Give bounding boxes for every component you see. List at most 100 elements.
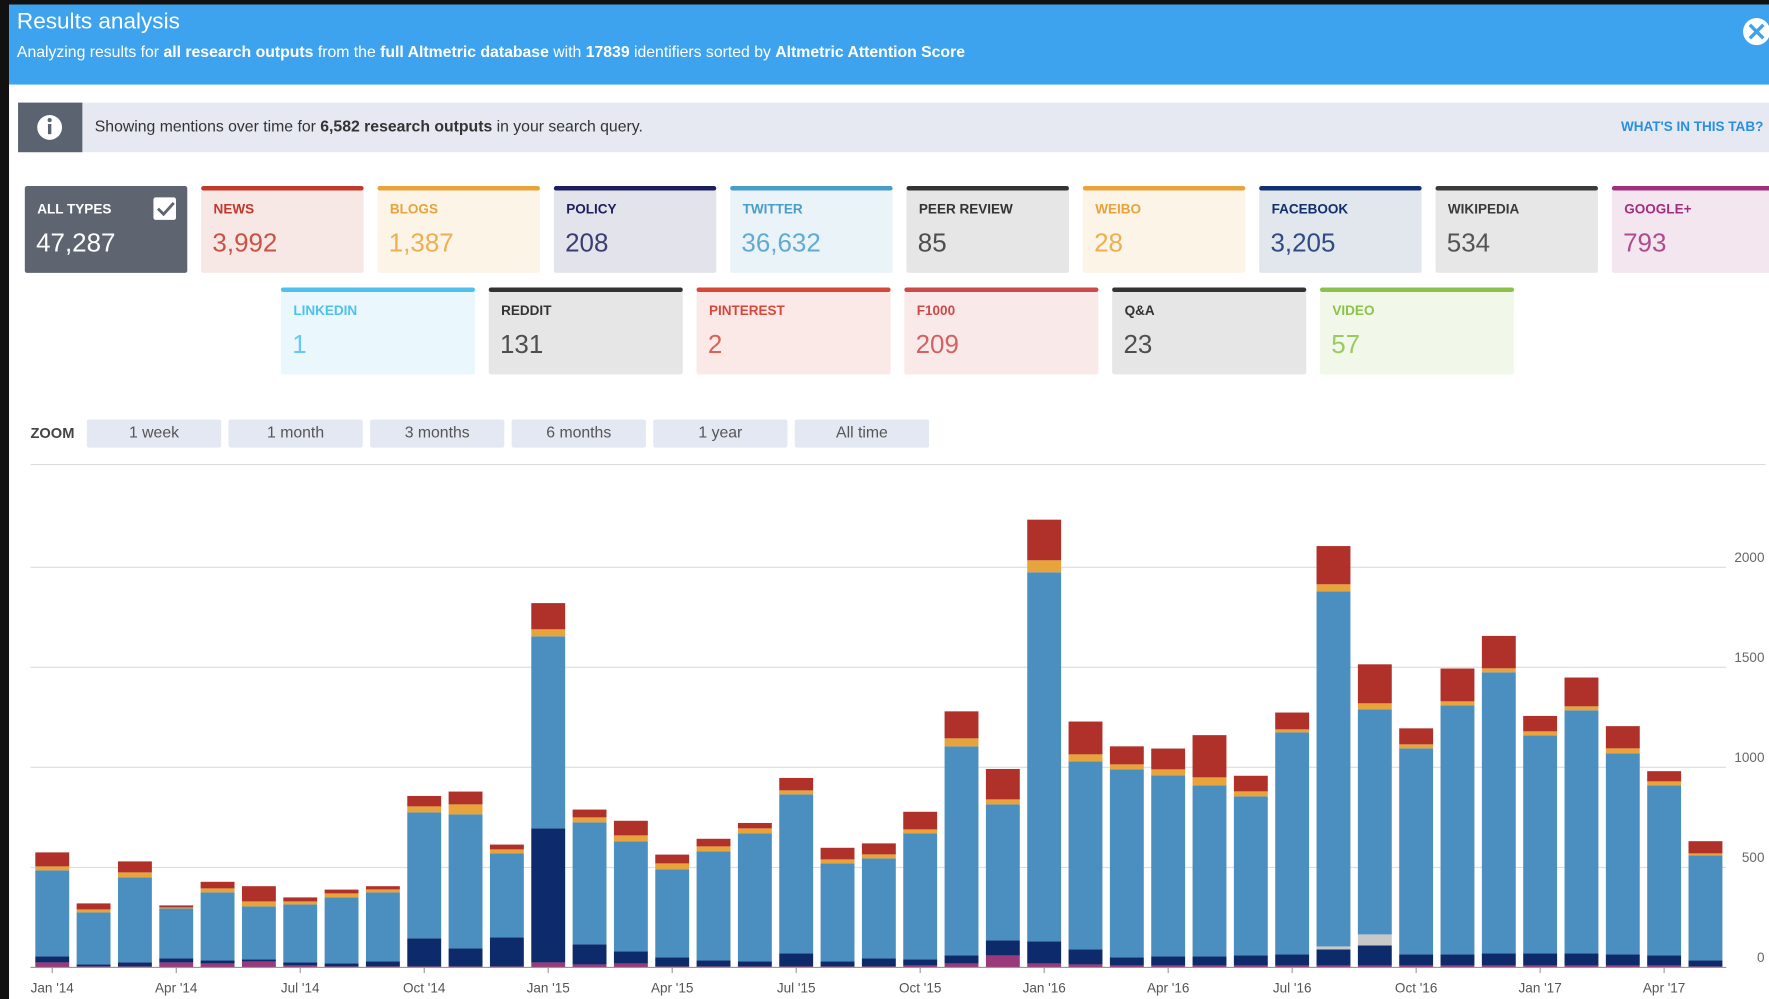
card-value[interactable]: 36,632: [741, 230, 820, 258]
card-label[interactable]: WIKIPEDIA: [1448, 201, 1520, 216]
zoom-button-bg[interactable]: [228, 419, 363, 448]
card-top-border[interactable]: [1611, 186, 1769, 191]
card-value[interactable]: 208: [565, 230, 608, 258]
card-label[interactable]: Q&A: [1125, 303, 1155, 318]
card-label[interactable]: FACEBOOK: [1272, 201, 1349, 216]
card-label[interactable]: LINKEDIN: [293, 303, 357, 318]
type-card[interactable]: WEIBO 28: [1082, 186, 1246, 273]
card-bg[interactable]: [1259, 186, 1422, 273]
card-value[interactable]: 23: [1123, 331, 1152, 359]
card-label[interactable]: TWITTER: [743, 201, 803, 216]
card-bg[interactable]: [696, 287, 891, 375]
zoom-button-label[interactable]: 1 year: [698, 425, 742, 442]
type-card[interactable]: NEWS 3,992: [201, 186, 364, 273]
card-value[interactable]: 57: [1331, 331, 1360, 359]
type-card[interactable]: PINTEREST 2: [696, 287, 891, 375]
zoom-button-label[interactable]: 1 week: [129, 425, 179, 442]
zoom-button-bg[interactable]: [86, 419, 222, 448]
type-card[interactable]: Q&A 23: [1112, 287, 1307, 375]
type-card[interactable]: GOOGLE+ 793: [1611, 186, 1769, 273]
card-top-border[interactable]: [696, 287, 891, 293]
card-bg[interactable]: [730, 186, 893, 273]
zoom-button-bg[interactable]: [511, 419, 646, 448]
zoom-button[interactable]: 1 month: [228, 419, 363, 448]
zoom-button-label[interactable]: 1 month: [267, 425, 324, 442]
card-top-border[interactable]: [488, 287, 683, 293]
card-label[interactable]: F1000: [917, 303, 955, 318]
card-bg[interactable]: [904, 287, 1099, 375]
type-card[interactable]: FACEBOOK 3,205: [1259, 186, 1422, 273]
card-bg[interactable]: [1611, 186, 1769, 273]
close-icon[interactable]: [1748, 23, 1765, 40]
type-card[interactable]: LINKEDIN 1: [280, 287, 475, 375]
card-bg[interactable]: [1112, 287, 1307, 375]
card-top-border[interactable]: [1082, 186, 1246, 191]
card-bg[interactable]: [906, 186, 1069, 273]
type-card[interactable]: BLOGS 1,387: [377, 186, 540, 273]
zoom-button-bg[interactable]: [794, 419, 930, 448]
card-top-border[interactable]: [904, 287, 1099, 293]
zoom-button-bg[interactable]: [370, 419, 505, 448]
info-link[interactable]: WHAT'S IN THIS TAB?: [1621, 119, 1763, 134]
card-label[interactable]: PINTEREST: [709, 303, 786, 318]
card-label[interactable]: PEER REVIEW: [919, 201, 1013, 216]
card-label[interactable]: POLICY: [566, 201, 616, 216]
card-bg[interactable]: [1319, 287, 1515, 375]
card-label[interactable]: ALL TYPES: [37, 201, 111, 216]
card-top-border[interactable]: [553, 186, 717, 191]
card-top-border[interactable]: [1259, 186, 1422, 191]
card-bg[interactable]: [201, 186, 364, 273]
card-bg[interactable]: [377, 186, 540, 273]
card-top-border[interactable]: [201, 186, 364, 191]
card-bg[interactable]: [24, 186, 188, 273]
card-value[interactable]: 3,205: [1270, 230, 1335, 258]
card-top-border[interactable]: [377, 186, 540, 191]
card-value[interactable]: 793: [1623, 230, 1666, 258]
zoom-button-label[interactable]: 3 months: [405, 425, 470, 442]
card-value[interactable]: 85: [918, 230, 947, 258]
card-value[interactable]: 1: [292, 331, 306, 359]
card-bg[interactable]: [280, 287, 475, 375]
type-card[interactable]: REDDIT 131: [488, 287, 683, 375]
type-card[interactable]: TWITTER 36,632: [730, 186, 893, 273]
zoom-button[interactable]: 6 months: [511, 419, 646, 448]
card-top-border[interactable]: [730, 186, 893, 191]
card-value[interactable]: 2: [708, 331, 722, 359]
type-card[interactable]: POLICY 208: [553, 186, 717, 273]
card-value[interactable]: 47,287: [36, 230, 115, 258]
card-bg[interactable]: [488, 287, 683, 375]
card-top-border[interactable]: [1112, 287, 1307, 293]
zoom-button-bg[interactable]: [653, 419, 788, 448]
card-check[interactable]: [156, 202, 175, 217]
card-value[interactable]: 209: [916, 331, 959, 359]
type-card[interactable]: F1000 209: [904, 287, 1099, 375]
card-label[interactable]: WEIBO: [1095, 201, 1141, 216]
zoom-button[interactable]: 1 week: [86, 419, 222, 448]
card-top-border[interactable]: [906, 186, 1069, 191]
close-button[interactable]: [1743, 18, 1769, 46]
card-top-border[interactable]: [1319, 287, 1515, 293]
card-label[interactable]: BLOGS: [390, 201, 438, 216]
zoom-button[interactable]: 1 year: [653, 419, 788, 448]
type-card[interactable]: PEER REVIEW 85: [906, 186, 1069, 273]
type-card[interactable]: WIKIPEDIA 534: [1435, 186, 1598, 273]
card-bg[interactable]: [1082, 186, 1246, 273]
card-value[interactable]: 131: [500, 331, 543, 359]
zoom-button-label[interactable]: All time: [836, 425, 888, 442]
card-value[interactable]: 28: [1094, 230, 1123, 258]
card-top-border[interactable]: [1435, 186, 1598, 191]
card-label[interactable]: GOOGLE+: [1624, 201, 1691, 216]
zoom-button[interactable]: All time: [794, 419, 930, 448]
card-value[interactable]: 3,992: [212, 230, 277, 258]
card-checkbox[interactable]: [153, 197, 176, 220]
card-value[interactable]: 1,387: [389, 230, 454, 258]
type-card[interactable]: VIDEO 57: [1319, 287, 1515, 375]
card-label[interactable]: VIDEO: [1332, 303, 1374, 318]
card-value[interactable]: 534: [1447, 230, 1490, 258]
card-top-border[interactable]: [280, 287, 475, 293]
zoom-button-label[interactable]: 6 months: [546, 425, 611, 442]
type-card[interactable]: ALL TYPES 47,287: [24, 186, 188, 273]
card-bg[interactable]: [1435, 186, 1598, 273]
card-bg[interactable]: [553, 186, 717, 273]
card-label[interactable]: REDDIT: [501, 303, 552, 318]
